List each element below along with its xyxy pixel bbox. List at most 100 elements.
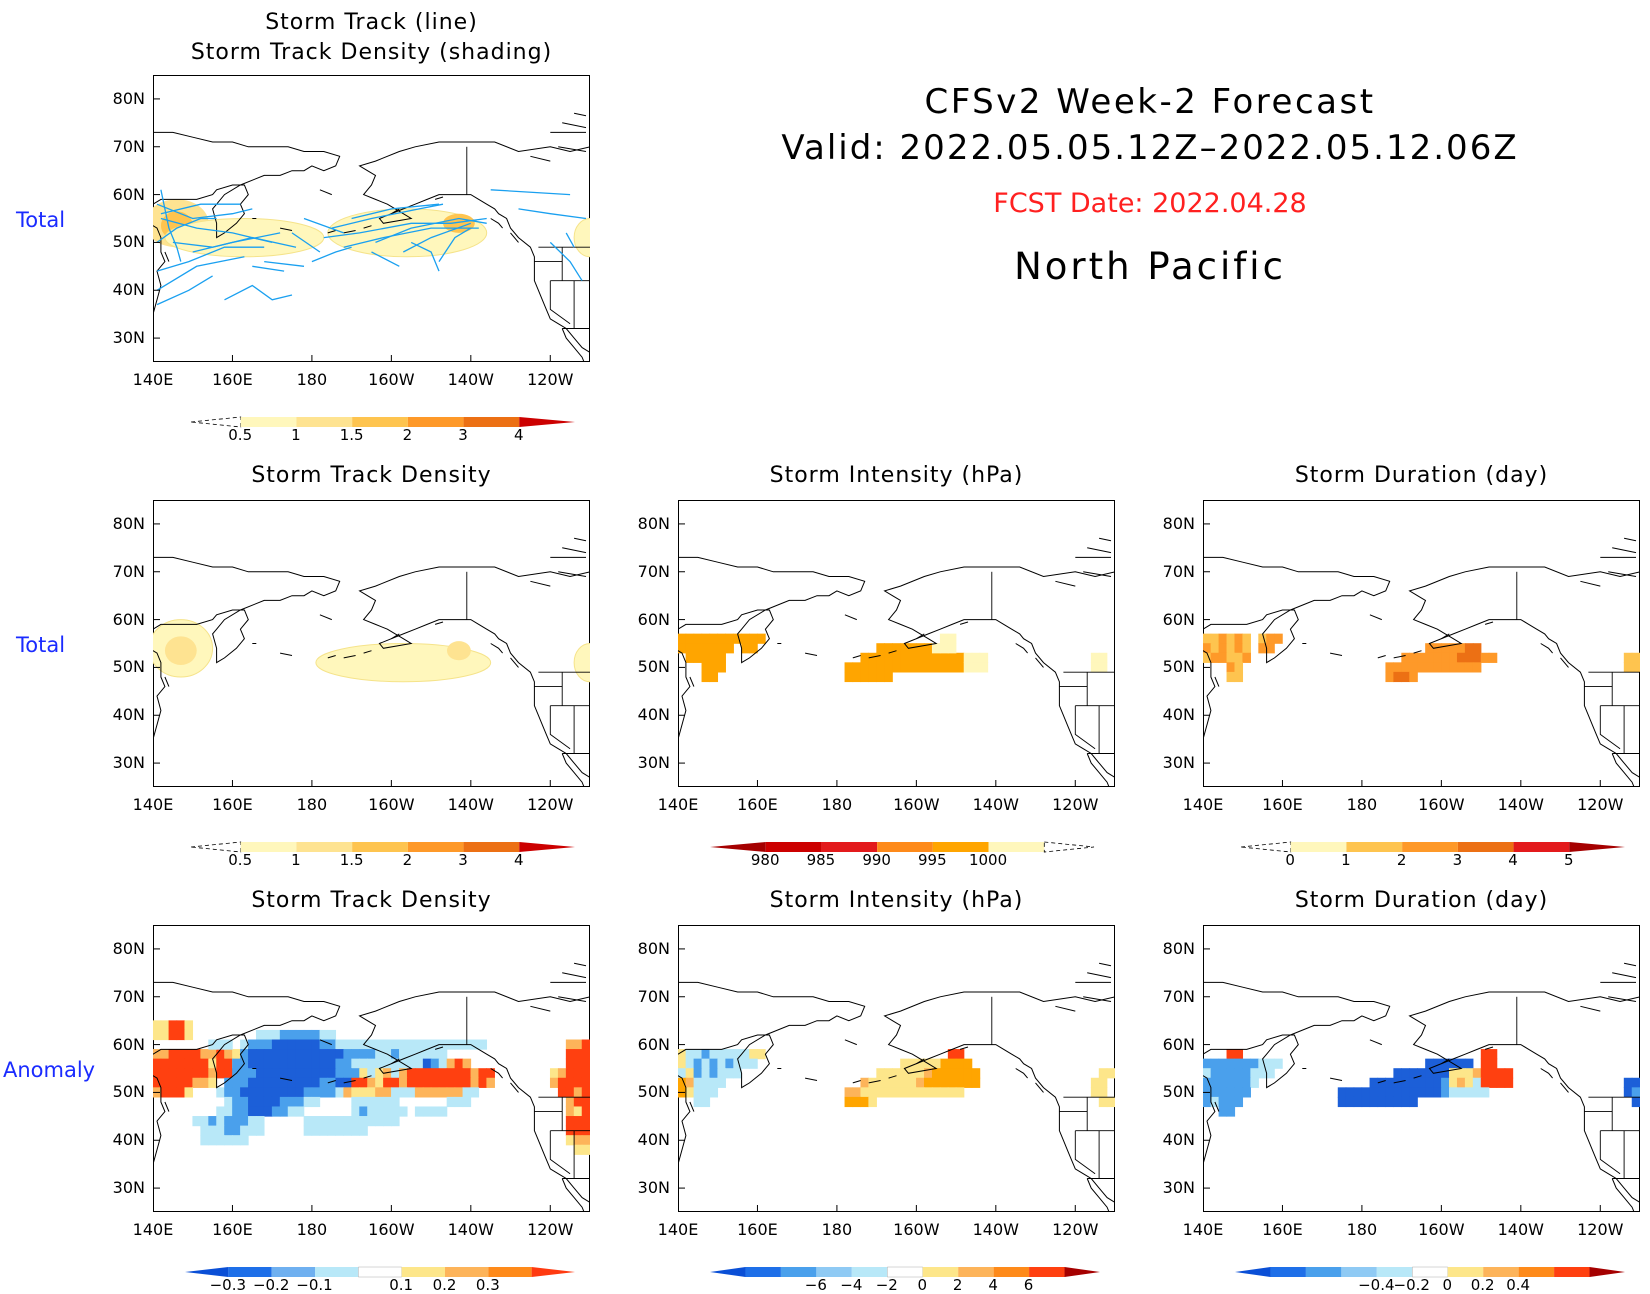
anom_intensity-cell-91 (924, 1087, 933, 1098)
anom_intensity-ytick-label-1: 70N (637, 986, 670, 1006)
anom_density-xtick-label-0: 140E (132, 1220, 174, 1239)
duration-cell-7 (1266, 633, 1275, 644)
track-colorbar (190, 416, 575, 428)
density-coastline-1 (358, 566, 590, 778)
intensity-cell-31 (884, 643, 893, 654)
intensity-ytick-label-5: 30N (637, 753, 670, 773)
anom_density-cell-377 (565, 1135, 575, 1146)
anom_density-cell-280 (240, 1106, 249, 1117)
intensity-coastline-1 (883, 566, 1115, 778)
anom_density-cell-119 (391, 1049, 400, 1060)
anom_duration-cell-91 (1393, 1087, 1402, 1098)
anom_density-cell-25 (184, 1058, 194, 1069)
anom_intensity-ytick-label-2: 60N (637, 1034, 670, 1054)
track-island-6 (391, 208, 400, 215)
density-ytick-label-4: 40N (112, 705, 145, 725)
anom_density-cell-100 (240, 1049, 249, 1060)
anom_density-cell-63 (279, 1029, 289, 1041)
intensity-cell-43 (908, 652, 917, 663)
duration-island-10 (1580, 580, 1601, 587)
anom_density-cell-351 (549, 1068, 559, 1079)
anom_density-cell-311 (327, 1116, 337, 1127)
intensity-cell-14 (701, 643, 711, 654)
duration-border-7 (1599, 705, 1621, 750)
anom_duration-cell-53 (1409, 1068, 1418, 1079)
anom_density-cell-182 (438, 1068, 448, 1079)
anom_intensity-island-14 (1099, 962, 1112, 967)
density-ytick-label-5: 30N (112, 753, 145, 773)
duration-colorbar-label-1: 1 (1341, 851, 1351, 869)
anom_density-cell-2 (168, 1020, 178, 1031)
anom_density-cell-195 (271, 1077, 281, 1088)
density-colorbar-open-end (190, 841, 241, 853)
anom_density-cell-371 (565, 1116, 575, 1127)
anom_density-cell-44 (168, 1077, 178, 1088)
intensity-cell-63 (947, 662, 957, 673)
anom_density-coastline-2 (561, 1178, 585, 1212)
intensity-cell-51 (852, 662, 862, 673)
anom_density-cell-336 (200, 1135, 209, 1146)
anom_density-ytick-label-3: 50N (112, 1082, 145, 1102)
anom_density-cell-93 (430, 1039, 440, 1050)
anom_duration-cell-13 (1210, 1068, 1220, 1079)
anom_duration-cell-104 (1345, 1096, 1355, 1108)
anom_intensity-cell-13 (693, 1058, 703, 1069)
anom_density-cell-32 (153, 1068, 162, 1079)
anom_density-ytick-label-2: 60N (112, 1034, 145, 1054)
anom_density-cell-142 (359, 1058, 368, 1069)
density-coastline-0 (153, 556, 341, 740)
density-xtick-label-0: 140E (132, 795, 174, 814)
intensity-cell-9 (749, 633, 758, 644)
anom_intensity-xtick-label-1: 160E (737, 1220, 778, 1239)
anom_intensity-cell-3 (701, 1049, 711, 1060)
anom_intensity-cell-107 (1106, 1096, 1115, 1108)
anom_density-cell-299 (192, 1116, 201, 1127)
anom_density-cell-128 (248, 1058, 257, 1069)
track-border-7 (549, 280, 571, 325)
duration-xtick-label-0: 140E (1182, 795, 1224, 814)
anom_duration-cell-63 (1488, 1068, 1498, 1079)
anom_duration-cell-35 (1210, 1096, 1220, 1108)
anom_intensity-cell-50 (916, 1058, 925, 1069)
anom_density-cell-244 (383, 1087, 392, 1098)
anom_duration-cell-37 (1226, 1096, 1236, 1108)
anom_duration-cell-3 (1210, 1058, 1220, 1069)
anom_density-cell-365 (565, 1096, 575, 1108)
intensity-xtick-label-5: 120W (1052, 795, 1099, 814)
anom_density-cell-81 (335, 1039, 344, 1050)
density-island-2 (363, 650, 372, 654)
intensity-map (678, 500, 1115, 787)
duration-colorbar-open-end (1240, 841, 1291, 853)
anom_duration-xtick-label-0: 140E (1182, 1220, 1224, 1239)
intensity-cell-24 (717, 652, 726, 663)
anom_duration-cell-50 (1488, 1058, 1498, 1069)
anom_density-cell-264 (287, 1096, 297, 1108)
anom_density-cell-3 (176, 1020, 186, 1031)
intensity-cell-52 (860, 662, 869, 673)
intensity-cell-70 (884, 671, 893, 683)
anom_duration-cell-51 (1393, 1068, 1402, 1079)
duration-cell-1 (1210, 633, 1220, 644)
storm-track-line-8 (156, 256, 245, 291)
anom_intensity-cell-19 (741, 1058, 750, 1069)
intensity-light-cell-11 (1090, 652, 1100, 663)
intensity-ytick-label-0: 80N (637, 513, 670, 533)
duration-cell-53 (1441, 662, 1450, 673)
anom_intensity-cell-67 (868, 1077, 877, 1088)
anom_density-cell-56 (216, 1039, 225, 1050)
density-xtick-label-2: 180 (296, 795, 328, 814)
density-island-9 (510, 657, 519, 668)
anom_intensity-cell-22 (685, 1068, 695, 1079)
anom_intensity-ytick-label-4: 40N (637, 1130, 670, 1150)
anom_density-cell-24 (176, 1058, 186, 1069)
anom_density-island-1 (343, 1080, 356, 1084)
anom_density-cell-79 (319, 1039, 329, 1050)
track-colorbar-seg-2 (295, 417, 352, 427)
intensity-light-cell-12 (1098, 652, 1108, 663)
anom_duration-cell-103 (1337, 1096, 1347, 1108)
track-coastline-1 (358, 141, 590, 353)
anom_density-cell-104 (271, 1049, 281, 1060)
anom_density-cell-271 (375, 1096, 384, 1108)
anom_duration-island-3 (1330, 1077, 1343, 1081)
anom_density-cell-238 (335, 1087, 344, 1098)
